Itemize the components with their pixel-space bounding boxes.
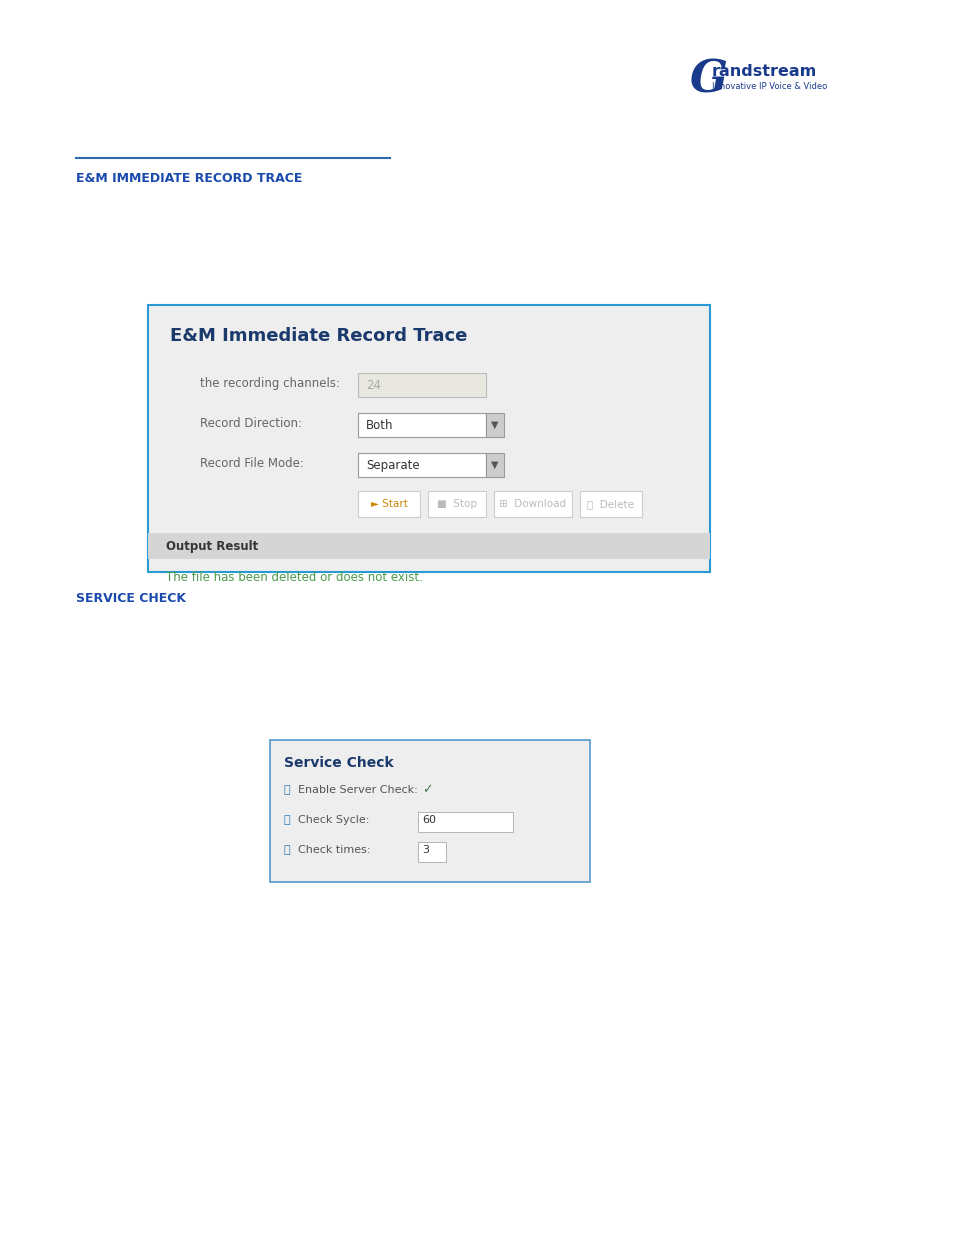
Text: Output Result: Output Result <box>166 540 258 552</box>
Text: Check Sycle:: Check Sycle: <box>297 815 369 825</box>
Text: ■  Stop: ■ Stop <box>436 499 476 509</box>
Text: Record Direction:: Record Direction: <box>200 416 302 430</box>
FancyBboxPatch shape <box>148 305 709 572</box>
Text: ⓘ: ⓘ <box>284 785 291 795</box>
Text: Innovative IP Voice & Video: Innovative IP Voice & Video <box>711 82 826 91</box>
Text: ⊞  Download: ⊞ Download <box>499 499 566 509</box>
Text: ✓: ✓ <box>421 783 432 797</box>
Text: SERVICE CHECK: SERVICE CHECK <box>76 592 186 605</box>
FancyBboxPatch shape <box>357 373 485 396</box>
FancyBboxPatch shape <box>357 453 485 477</box>
Text: ⓘ: ⓘ <box>284 815 291 825</box>
FancyBboxPatch shape <box>579 492 641 517</box>
Text: the recording channels:: the recording channels: <box>200 377 339 389</box>
Text: Both: Both <box>366 419 393 431</box>
Text: ► Start: ► Start <box>370 499 407 509</box>
Text: randstream: randstream <box>711 64 817 79</box>
Text: Service Check: Service Check <box>284 756 394 769</box>
FancyBboxPatch shape <box>417 842 446 862</box>
Text: ⓘ: ⓘ <box>284 845 291 855</box>
FancyBboxPatch shape <box>270 740 589 882</box>
FancyBboxPatch shape <box>428 492 485 517</box>
FancyBboxPatch shape <box>357 412 485 437</box>
Text: ▼: ▼ <box>491 459 498 471</box>
Text: E&M Immediate Record Trace: E&M Immediate Record Trace <box>170 327 467 345</box>
Text: Separate: Separate <box>366 458 419 472</box>
Text: E&M IMMEDIATE RECORD TRACE: E&M IMMEDIATE RECORD TRACE <box>76 172 302 185</box>
FancyBboxPatch shape <box>494 492 572 517</box>
FancyBboxPatch shape <box>417 811 513 832</box>
Text: Check times:: Check times: <box>297 845 370 855</box>
FancyBboxPatch shape <box>357 492 419 517</box>
Text: 60: 60 <box>421 815 436 825</box>
Text: 🗑  Delete: 🗑 Delete <box>587 499 634 509</box>
FancyBboxPatch shape <box>485 412 503 437</box>
FancyBboxPatch shape <box>148 534 709 559</box>
Text: Enable Server Check:: Enable Server Check: <box>297 785 417 795</box>
Text: Record File Mode:: Record File Mode: <box>200 457 304 469</box>
Text: The file has been deleted or does not exist.: The file has been deleted or does not ex… <box>166 571 422 583</box>
FancyBboxPatch shape <box>485 453 503 477</box>
Text: 24: 24 <box>366 378 380 391</box>
Text: 3: 3 <box>421 845 429 855</box>
Text: ▼: ▼ <box>491 420 498 430</box>
Text: G: G <box>689 58 727 101</box>
